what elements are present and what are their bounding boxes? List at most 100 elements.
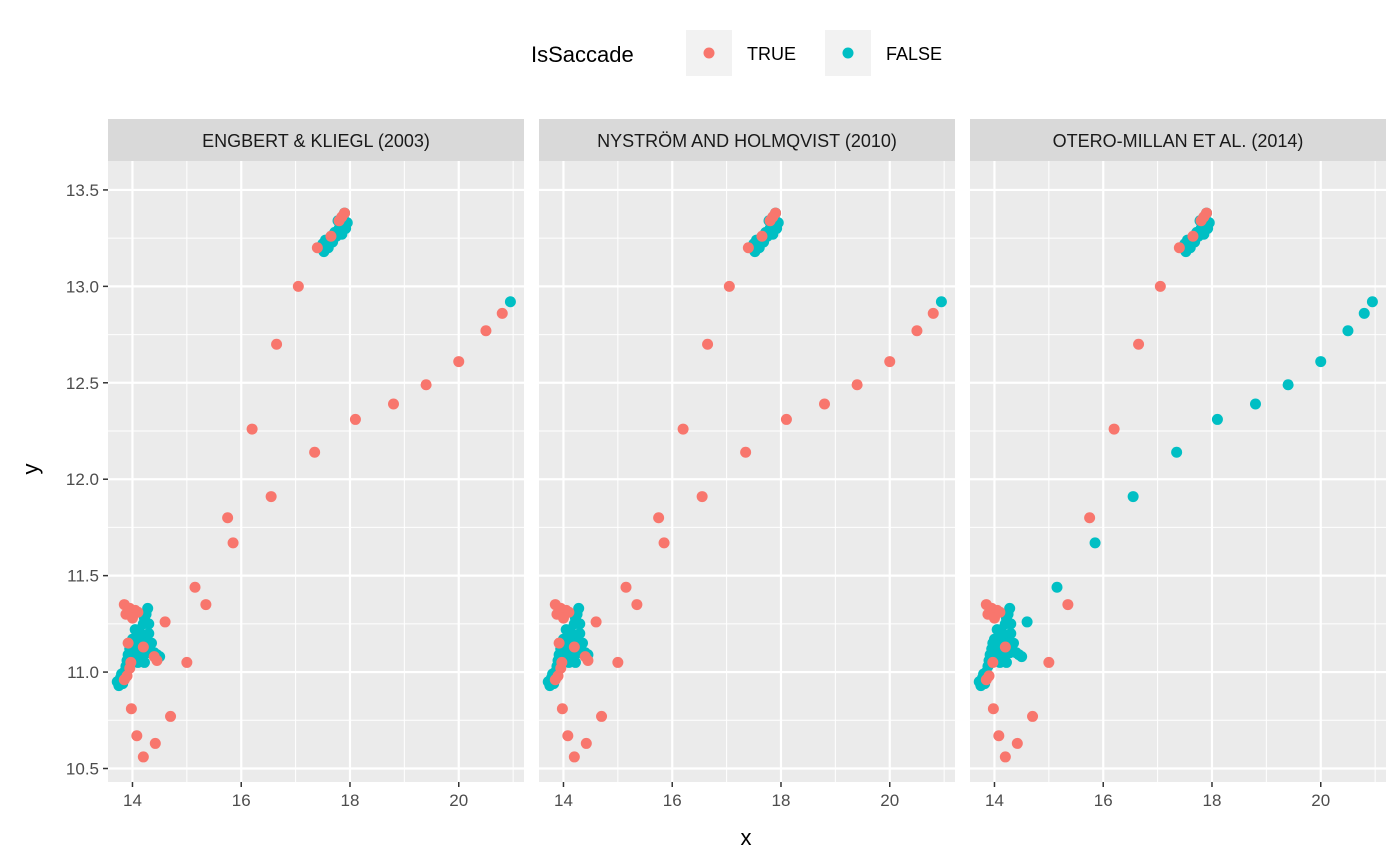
- data-point-true: [159, 616, 171, 628]
- data-point-false: [143, 618, 155, 630]
- data-point-true: [325, 230, 337, 242]
- data-point-false: [1005, 618, 1017, 630]
- data-point-true: [1084, 512, 1096, 524]
- data-point-false: [1249, 398, 1261, 410]
- data-point-true: [579, 651, 591, 663]
- data-point-false: [569, 656, 581, 668]
- x-tick-label: 14: [554, 791, 573, 810]
- facet-strip-title: OTERO-MILLAN ET AL. (2014): [1053, 131, 1304, 151]
- data-point-false: [1051, 581, 1063, 593]
- data-point-true: [1062, 599, 1074, 611]
- data-point-true: [818, 398, 830, 410]
- data-point-true: [480, 325, 492, 337]
- data-point-true: [453, 356, 465, 368]
- data-point-true: [118, 674, 130, 686]
- data-point-false: [1021, 616, 1033, 628]
- data-point-true: [227, 537, 239, 549]
- data-point-false: [560, 624, 572, 636]
- x-tick-label: 20: [1311, 791, 1330, 810]
- data-point-true: [189, 581, 201, 593]
- data-point-true: [999, 751, 1011, 763]
- facet-panel-2: NYSTRÖM AND HOLMQVIST (2010) 14 16 18 20: [539, 119, 955, 810]
- data-point-false: [1211, 413, 1223, 425]
- data-point-false: [1004, 602, 1016, 614]
- legend-key-false-icon: [842, 47, 854, 59]
- data-point-true: [1173, 242, 1185, 254]
- y-tick-label: 13.0: [66, 277, 99, 296]
- data-point-true: [770, 207, 782, 219]
- data-point-true: [999, 641, 1011, 653]
- data-point-false: [1315, 356, 1327, 368]
- facet-strip-title: NYSTRÖM AND HOLMQVIST (2010): [597, 131, 897, 151]
- data-point-true: [148, 651, 160, 663]
- y-tick-label: 11.5: [67, 567, 99, 586]
- data-point-true: [222, 512, 234, 524]
- x-tick-label: 20: [449, 791, 468, 810]
- data-point-true: [1011, 737, 1023, 749]
- data-point-true: [271, 338, 283, 350]
- data-point-true: [125, 703, 137, 715]
- facet-strip: [970, 119, 1386, 161]
- legend-title: IsSaccade: [531, 42, 634, 67]
- y-tick-label: 10.5: [66, 760, 99, 779]
- facet-panel-1: ENGBERT & KLIEGL (2003) 14 16 18 20 10.5 11.0 1…: [66, 119, 524, 810]
- data-point-true: [780, 413, 792, 425]
- data-point-true: [420, 379, 432, 391]
- data-point-true: [122, 637, 134, 649]
- data-point-true: [580, 737, 592, 749]
- facet-strip-title: ENGBERT & KLIEGL (2003): [202, 131, 430, 151]
- panel-background: [539, 161, 955, 782]
- data-point-true: [631, 599, 643, 611]
- data-point-true: [620, 581, 632, 593]
- data-point-false: [573, 602, 585, 614]
- data-point-true: [181, 656, 193, 668]
- legend-label-true: TRUE: [747, 44, 796, 64]
- data-point-true: [911, 325, 923, 337]
- data-point-true: [309, 446, 321, 458]
- data-point-true: [562, 730, 574, 742]
- data-point-true: [568, 641, 580, 653]
- data-point-false: [574, 628, 586, 639]
- data-point-true: [568, 751, 580, 763]
- data-point-true: [557, 612, 569, 624]
- x-axis-title: x: [741, 825, 752, 850]
- data-point-true: [137, 641, 149, 653]
- panel-background: [108, 161, 524, 782]
- data-point-true: [1108, 423, 1120, 435]
- x-tick-label: 18: [1203, 791, 1222, 810]
- data-point-true: [677, 423, 689, 435]
- data-point-true: [658, 537, 670, 549]
- y-tick-label: 12.5: [66, 374, 99, 393]
- data-point-true: [980, 674, 992, 686]
- data-point-true: [993, 730, 1005, 742]
- data-point-true: [149, 737, 161, 749]
- data-point-false: [1089, 537, 1101, 549]
- data-point-true: [756, 230, 768, 242]
- data-point-false: [767, 228, 779, 240]
- data-point-true: [653, 512, 665, 524]
- data-point-true: [987, 703, 999, 715]
- facet-strip: [539, 119, 955, 161]
- y-tick-label: 12.0: [66, 470, 99, 489]
- data-point-false: [1127, 491, 1139, 503]
- data-point-false: [1000, 656, 1012, 668]
- data-point-false: [1198, 228, 1210, 240]
- data-point-true: [292, 280, 304, 292]
- data-point-false: [138, 656, 150, 668]
- data-point-true: [1201, 207, 1213, 219]
- facet-panel-3: OTERO-MILLAN ET AL. (2014) 14 16 18 20: [970, 119, 1386, 810]
- x-tick-label: 16: [663, 791, 682, 810]
- data-point-true: [553, 637, 565, 649]
- data-point-false: [1005, 628, 1017, 639]
- data-point-false: [935, 296, 947, 308]
- data-point-true: [612, 656, 624, 668]
- data-point-true: [137, 751, 149, 763]
- y-tick-label: 11.0: [67, 663, 99, 682]
- data-point-false: [1016, 651, 1028, 663]
- data-point-true: [549, 674, 561, 686]
- data-point-true: [987, 656, 999, 668]
- data-point-false: [1171, 446, 1183, 458]
- data-point-true: [339, 207, 351, 219]
- x-tick-label: 18: [772, 791, 791, 810]
